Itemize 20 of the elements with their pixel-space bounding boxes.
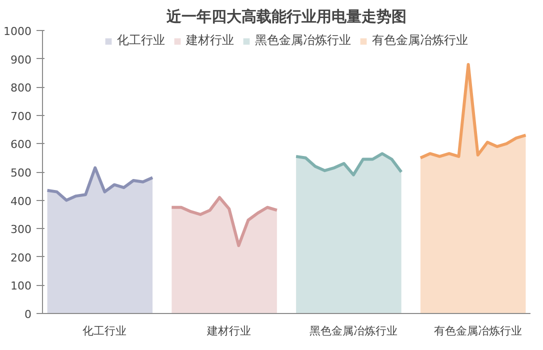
y-tick-label: 600 bbox=[10, 138, 32, 152]
legend-label: 黑色金属冶炼行业 bbox=[255, 32, 351, 49]
y-tick-label: 1000 bbox=[4, 25, 32, 38]
legend-label: 建材行业 bbox=[186, 32, 234, 49]
y-tick-label: 0 bbox=[24, 308, 32, 321]
y-tick-label: 800 bbox=[10, 82, 32, 95]
x-tick-label: 黑色金属冶炼行业 bbox=[309, 324, 398, 338]
y-tick-label: 700 bbox=[10, 110, 32, 123]
y-tick-label: 200 bbox=[10, 251, 32, 264]
y-tick-label: 100 bbox=[10, 280, 32, 293]
y-tick-label: 400 bbox=[10, 194, 32, 208]
chart-title: 近一年四大高载能行业用电量走势图 bbox=[166, 8, 406, 26]
x-tick-label: 有色金属冶炼行业 bbox=[434, 324, 522, 338]
x-tick-label: 化工行业 bbox=[82, 324, 127, 338]
y-tick-label: 300 bbox=[10, 223, 32, 236]
y-tick-label: 500 bbox=[10, 166, 32, 180]
x-tick-label: 建材行业 bbox=[206, 324, 252, 338]
legend-label: 化工行业 bbox=[117, 32, 165, 49]
legend-label: 有色金属冶炼行业 bbox=[372, 32, 468, 49]
y-tick-label: 900 bbox=[10, 53, 32, 66]
